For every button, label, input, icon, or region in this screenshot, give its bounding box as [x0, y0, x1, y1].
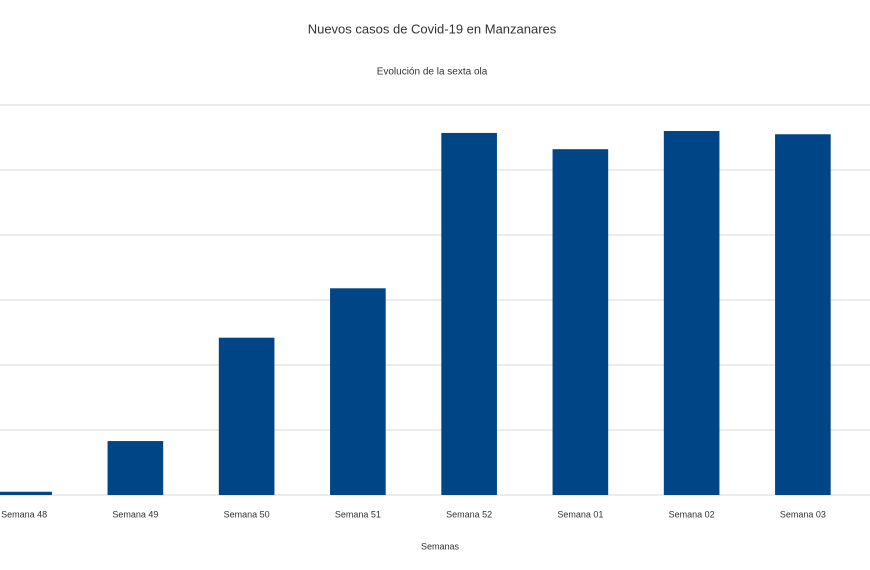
bar — [663, 131, 720, 495]
x-tick-label: Semana 51 — [335, 509, 381, 519]
x-axis-label: Semanas — [421, 541, 460, 551]
chart-subtitle: Evolución de la sexta ola — [377, 67, 488, 78]
x-tick-label: Semana 02 — [669, 509, 715, 519]
chart-title: Nuevos casos de Covid-19 en Manzanares — [308, 21, 557, 36]
x-tick-label: Semana 52 — [446, 509, 492, 519]
x-tick-label: Semana 03 — [780, 509, 826, 519]
bar — [0, 491, 52, 495]
x-tick-label: Semana 49 — [112, 509, 158, 519]
x-tick-label: Semana 01 — [557, 509, 603, 519]
bar — [552, 149, 609, 495]
bar — [775, 134, 831, 495]
x-tick-label: Semana 50 — [224, 509, 270, 519]
bar — [107, 441, 164, 495]
bar — [218, 337, 275, 495]
x-tick-label: Semana 48 — [1, 509, 47, 519]
bar — [441, 132, 497, 495]
bar — [330, 288, 386, 495]
